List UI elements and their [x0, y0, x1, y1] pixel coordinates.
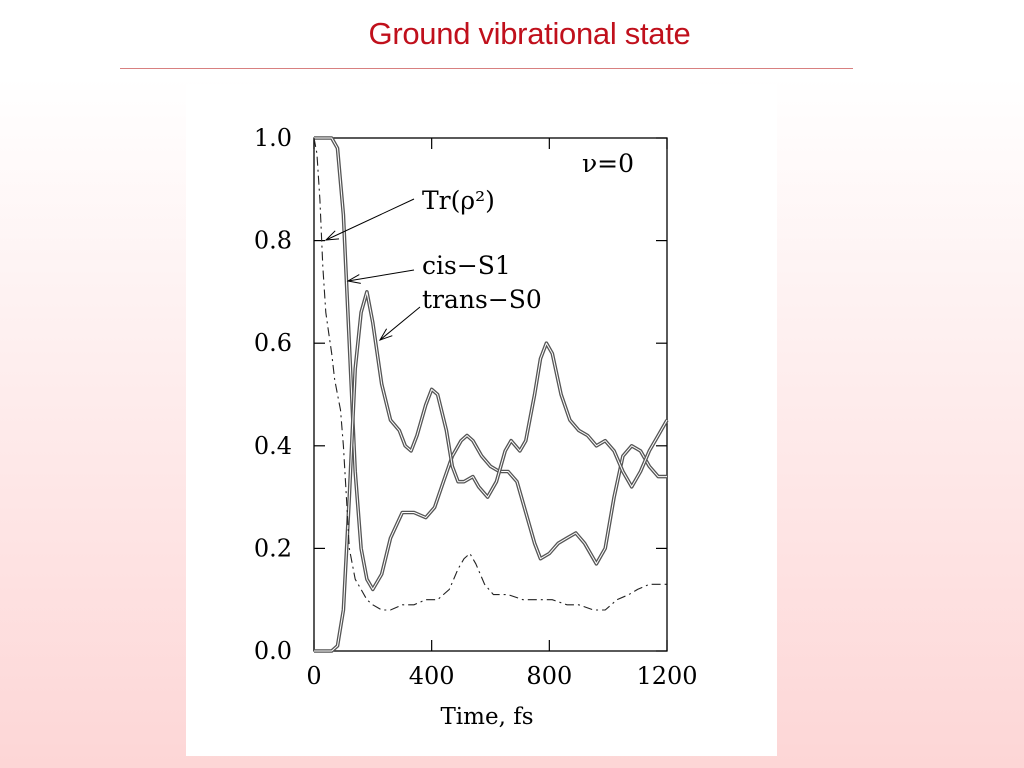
y-tick-label: 1.0	[254, 124, 292, 152]
series-line-trans-s0	[314, 290, 669, 653]
series-line-cis-s1-core	[314, 137, 667, 590]
label-arrowhead	[378, 328, 393, 341]
chart-annotation: ν=0	[582, 149, 634, 178]
series-label: trans−S0	[422, 285, 542, 314]
line-chart: 0 400 800 1200 0.0 0.2 0.4 0.6 0.8 1.0 ν=0 Tr(ρ²) c…	[254, 124, 698, 730]
y-tick-label: 0.2	[254, 534, 292, 562]
y-tick-label: 0.4	[254, 432, 292, 460]
series-line-trans-s0-core	[314, 291, 668, 652]
x-tick-label: 400	[409, 662, 455, 690]
series-label: cis−S1	[422, 251, 511, 280]
series-line-tr-	[313, 137, 667, 611]
x-tick-label: 1200	[636, 662, 697, 690]
label-arrowhead	[324, 230, 340, 241]
plot-frame	[313, 137, 668, 652]
y-tick-label: 0.6	[254, 329, 292, 357]
y-tick-label: 0.8	[254, 227, 292, 255]
label-arrow	[379, 306, 421, 341]
series-label: Tr(ρ²)	[422, 186, 495, 215]
title-divider	[120, 68, 853, 69]
x-tick-label: 800	[526, 662, 572, 690]
label-arrowhead	[346, 274, 361, 284]
y-tick-label: 0.0	[254, 637, 292, 665]
slide-title: Ground vibrational state	[368, 16, 691, 51]
label-arrow	[325, 198, 415, 241]
figure-panel: 0 400 800 1200 0.0 0.2 0.4 0.6 0.8 1.0 ν=0 Tr(ρ²) c…	[186, 84, 777, 756]
label-arrow	[347, 269, 415, 282]
x-axis-label: Time, fs	[440, 704, 533, 730]
x-tick-label: 0	[306, 662, 321, 690]
